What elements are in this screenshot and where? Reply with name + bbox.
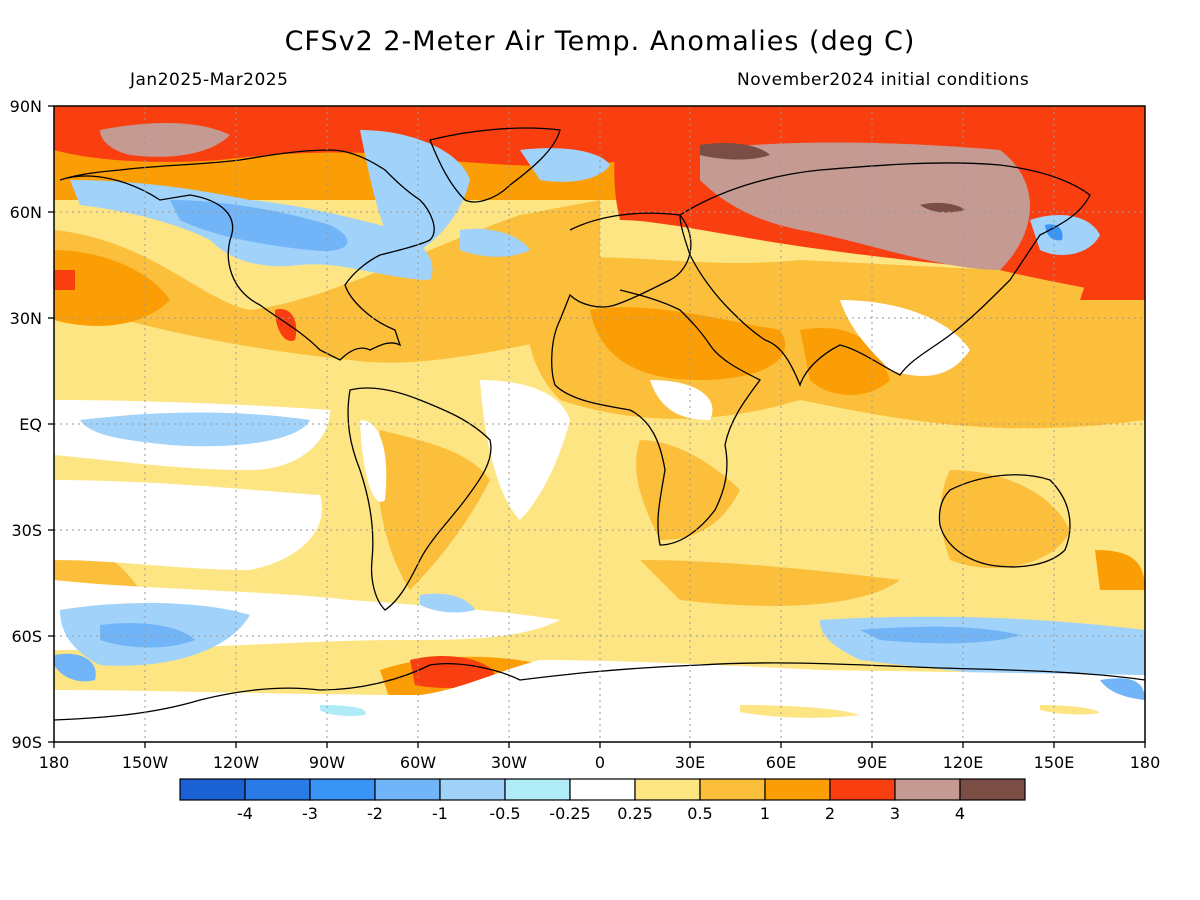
- initial-conditions-label: November2024 initial conditions: [737, 70, 1030, 90]
- north-america-outline: [59, 149, 435, 361]
- period-label: Jan2025-Mar2025: [130, 70, 289, 90]
- colorbar-swatch: [504, 778, 571, 801]
- colorbar-label: -1: [432, 804, 448, 823]
- lat-label: 90S: [11, 733, 42, 752]
- chart-title: CFSv2 2-Meter Air Temp. Anomalies (deg C…: [284, 26, 916, 57]
- lon-label: 60W: [400, 753, 436, 772]
- colorbar-label: -0.25: [549, 804, 590, 823]
- colorbar-label: 0.25: [617, 804, 653, 823]
- colorbar-swatch: [309, 778, 376, 801]
- coastlines: [54, 127, 1145, 721]
- colorbar-swatch: [829, 778, 896, 801]
- colorbar-swatch: [179, 778, 246, 801]
- lon-label: 150W: [122, 753, 169, 772]
- colorbar-swatch: [569, 778, 636, 801]
- lon-label: 120W: [213, 753, 260, 772]
- europe-africa-outline: [551, 212, 761, 546]
- colorbar-label: -3: [302, 804, 318, 823]
- greenland-outline: [429, 127, 561, 203]
- lat-label: 30S: [11, 521, 42, 540]
- colorbar: -4 -3 -2 -1 -0.5 -0.25 0.25 0.5 1 2 3 4: [179, 778, 1026, 823]
- colorbar-label: 4: [955, 804, 965, 823]
- colorbar-label: 1: [760, 804, 770, 823]
- colorbar-label: 3: [890, 804, 900, 823]
- lon-label: 120E: [943, 753, 984, 772]
- lon-label: 150E: [1034, 753, 1075, 772]
- lon-label: 180: [39, 753, 70, 772]
- lon-label: 30E: [675, 753, 705, 772]
- colorbar-label: -4: [237, 804, 253, 823]
- lon-label: 90W: [309, 753, 345, 772]
- colorbar-swatch: [244, 778, 311, 801]
- lon-label: 60E: [766, 753, 796, 772]
- lat-label: 60N: [10, 203, 42, 222]
- graticule: [54, 106, 1145, 742]
- colorbar-swatch: [634, 778, 701, 801]
- colorbar-swatch: [894, 778, 961, 801]
- lat-label: 60S: [11, 627, 42, 646]
- colorbar-swatch: [764, 778, 831, 801]
- colorbar-label: -2: [367, 804, 383, 823]
- asia-outline: [679, 162, 1091, 387]
- colorbar-swatch: [374, 778, 441, 801]
- colorbar-label: -0.5: [489, 804, 520, 823]
- lon-label: 30W: [491, 753, 527, 772]
- lat-label: 90N: [10, 97, 42, 116]
- antarctica-outline: [54, 662, 1145, 721]
- lon-label: 180: [1130, 753, 1161, 772]
- lon-label: 90E: [857, 753, 887, 772]
- lon-label: 0: [595, 753, 605, 772]
- lat-label: 30N: [10, 309, 42, 328]
- colorbar-label: 2: [825, 804, 835, 823]
- colorbar-swatch: [439, 778, 506, 801]
- colorbar-swatch: [699, 778, 766, 801]
- south-america-outline: [347, 387, 492, 611]
- lat-label: EQ: [19, 415, 42, 434]
- australia-outline: [938, 474, 1071, 568]
- colorbar-swatch: [959, 778, 1026, 801]
- colorbar-label: 0.5: [687, 804, 712, 823]
